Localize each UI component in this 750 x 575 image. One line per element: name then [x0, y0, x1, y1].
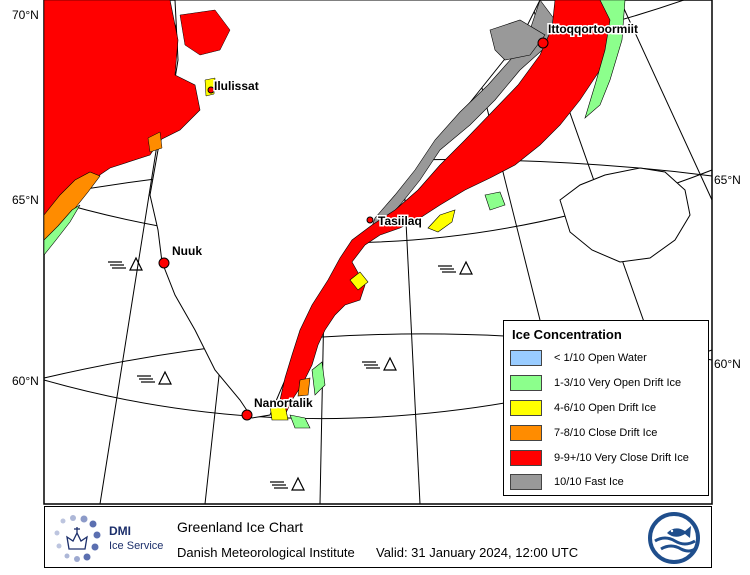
place-label-nanortalik: Nanortalik [254, 396, 313, 410]
legend-label: 1-3/10 Very Open Drift Ice [554, 377, 682, 389]
legend-label: 4-6/10 Open Drift Ice [554, 402, 657, 414]
place-label-ittoqqortoormiit: Ittoqqortoormiit [548, 22, 638, 36]
place-markers [158, 37, 549, 421]
legend-item-very-close-drift-ice: 9-9+/10 Very Close Drift Ice [510, 449, 689, 467]
lat-label-60n-right: 60°N [714, 357, 741, 371]
marker-ilulissat [207, 86, 215, 94]
south-ice-yellow [269, 404, 289, 421]
chart-footer: DMI Ice Service Greenland Ice Chart Dani… [44, 506, 712, 568]
legend-swatch [510, 450, 542, 466]
legend-label: < 1/10 Open Water [554, 352, 647, 364]
east-ice-green [584, 0, 626, 119]
legend-label: 10/10 Fast Ice [554, 476, 624, 488]
east-ice-yellow [427, 209, 456, 233]
marker-nuuk [158, 257, 170, 269]
legend-swatch [510, 474, 542, 490]
south-ice-green [311, 361, 326, 396]
west-ice-green [43, 204, 81, 256]
legend-item-open-drift-ice: 4-6/10 Open Drift Ice [510, 399, 656, 417]
dmi-logo-icon [54, 515, 101, 562]
legend-label: 7-8/10 Close Drift Ice [554, 427, 658, 439]
east-ice-yellow-2 [349, 271, 369, 291]
legend-item-close-drift-ice: 7-8/10 Close Drift Ice [510, 424, 657, 442]
iceland-landmass [559, 167, 691, 263]
west-small-orange [147, 131, 163, 153]
lat-label-60n-left: 60°N [12, 374, 39, 388]
legend-item-open-water: < 1/10 Open Water [510, 349, 647, 367]
fish-logo-icon [648, 512, 700, 564]
legend-swatch [510, 400, 542, 416]
lat-label-70n: 70°N [12, 8, 39, 22]
east-ice-red [279, 0, 621, 416]
lat-label-65n-right: 65°N [714, 173, 741, 187]
valid-time: Valid: 31 January 2024, 12:00 UTC [376, 545, 579, 560]
place-label-tasiilaq: Tasiilaq [378, 214, 422, 228]
legend-swatch [510, 425, 542, 441]
marker-ittoqqortoormiit [537, 37, 549, 49]
legend-swatch [510, 350, 542, 366]
iceberg-symbols [108, 256, 473, 491]
dmi-logo-name: DMI [109, 524, 131, 538]
marker-tasiilaq [366, 216, 374, 224]
disko-fast-ice [179, 9, 231, 56]
scoresby-fast-ice [489, 19, 546, 61]
south-ice-orange [297, 377, 311, 397]
legend-item-fast-ice: 10/10 Fast Ice [510, 473, 624, 491]
legend-title: Ice Concentration [512, 327, 622, 342]
legend-swatch [510, 375, 542, 391]
legend-label: 9-9+/10 Very Close Drift Ice [554, 452, 689, 464]
legend-item-very-open-drift-ice: 1-3/10 Very Open Drift Ice [510, 374, 681, 392]
ice-concentration-legend: Ice Concentration < 1/10 Open Water 1-3/… [503, 320, 709, 496]
lat-label-65n-left: 65°N [12, 193, 39, 207]
marker-nanortalik [241, 409, 253, 421]
place-label-nuuk: Nuuk [172, 244, 202, 258]
institute-name: Danish Meteorological Institute [177, 545, 355, 560]
south-ice-green-2 [289, 414, 311, 429]
east-ice-green-2 [484, 191, 506, 211]
place-label-ilulissat: Ilulissat [214, 79, 259, 93]
dmi-logo-subtitle: Ice Service [109, 540, 164, 552]
chart-title: Greenland Ice Chart [177, 519, 304, 535]
